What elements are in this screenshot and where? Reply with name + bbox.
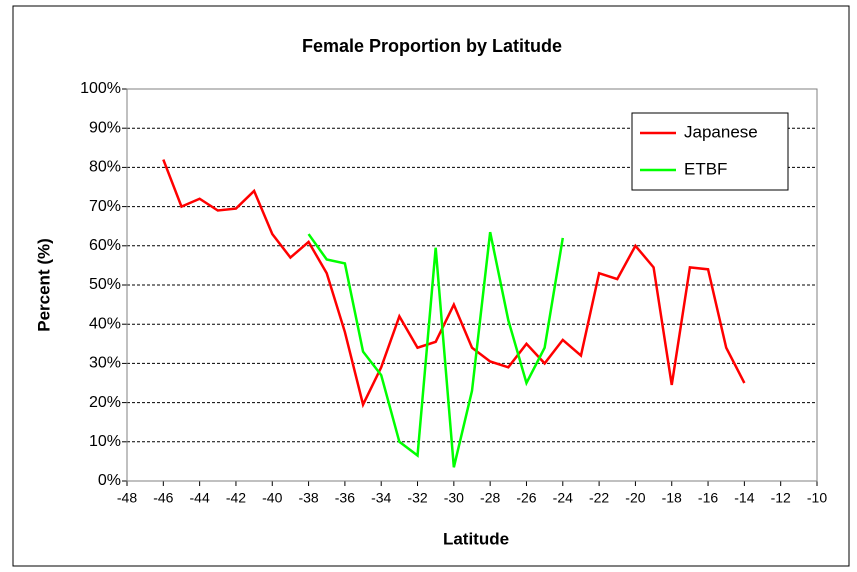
x-tick-label: -14 [734, 490, 754, 506]
legend-box [631, 112, 789, 191]
plot-area [126, 88, 818, 482]
series-line [307, 231, 565, 468]
x-tick-label: -42 [226, 490, 246, 506]
x-tick-label: -12 [771, 490, 791, 506]
y-tick-label: 80% [89, 159, 121, 176]
y-tick-label: 60% [89, 237, 121, 254]
y-tick-label: 20% [89, 394, 121, 411]
x-tick-label: -46 [153, 490, 173, 506]
y-tick-label: 50% [89, 276, 121, 293]
x-tick-label: -36 [335, 490, 355, 506]
y-tick-label: 30% [89, 355, 121, 372]
x-tick-label: -10 [807, 490, 827, 506]
x-tick-label: -40 [262, 490, 282, 506]
x-axis-label: Latitude [443, 529, 509, 548]
x-tick-label: -26 [516, 490, 536, 506]
y-tick-label: 40% [89, 315, 121, 332]
y-tick-label: 10% [89, 433, 121, 450]
y-tick-label: 90% [89, 119, 121, 136]
x-tick-label: -24 [553, 490, 573, 506]
legend-label: ETBF [684, 159, 727, 178]
y-tick-label: 100% [80, 80, 121, 97]
y-tick-label: 0% [98, 472, 121, 489]
x-tick-label: -16 [698, 490, 718, 506]
y-axis-label: Percent (%) [34, 238, 53, 332]
x-tick-label: -18 [662, 490, 682, 506]
x-tick-label: -32 [407, 490, 427, 506]
chart-title: Female Proportion by Latitude [302, 36, 562, 56]
x-tick-label: -28 [480, 490, 500, 506]
y-tick-label: 70% [89, 198, 121, 215]
x-tick-label: -44 [190, 490, 210, 506]
x-tick-label: -34 [371, 490, 391, 506]
series-line [162, 159, 746, 409]
x-tick-label: -38 [298, 490, 318, 506]
x-tick-label: -30 [444, 490, 464, 506]
chart-border [12, 5, 850, 567]
x-tick-label: -20 [625, 490, 645, 506]
x-tick-label: -22 [589, 490, 609, 506]
x-tick-label: -48 [117, 490, 137, 506]
legend-label: Japanese [684, 122, 758, 141]
